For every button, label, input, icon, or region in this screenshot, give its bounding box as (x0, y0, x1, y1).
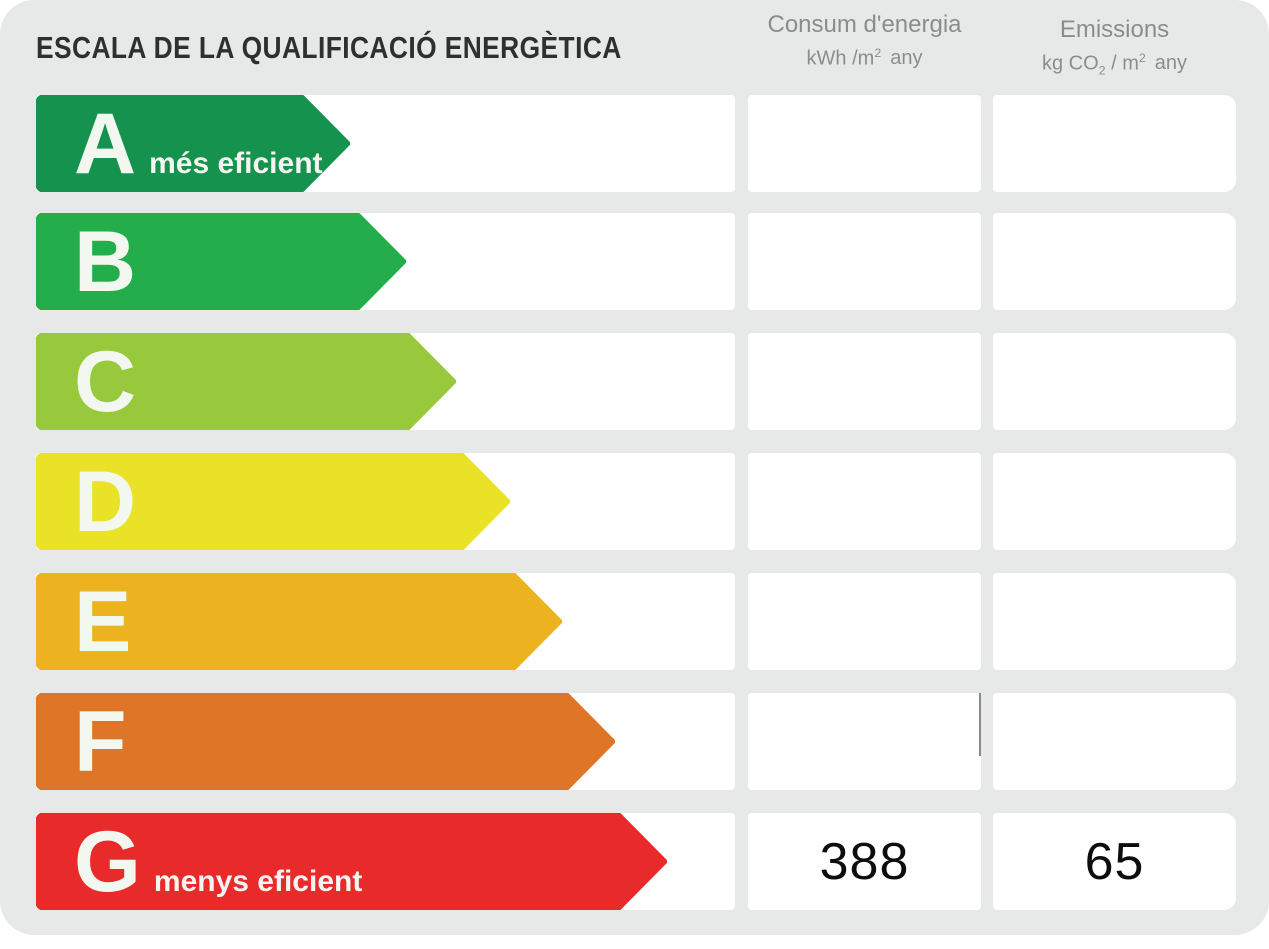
rating-row: D (0, 453, 1269, 550)
rating-letter: G (74, 813, 141, 910)
emissions-header-unit: kg CO2 / m2 any (1041, 50, 1188, 78)
rating-row: F (0, 693, 1269, 790)
efficiency-label: més eficient (149, 146, 323, 180)
emissions-value (993, 213, 1236, 310)
consum-value-cell (748, 693, 981, 790)
consum-value-cell (748, 95, 981, 192)
consum-column-header: Consum d'energia kWh /m2 any (748, 11, 981, 70)
consum-value-cell (748, 453, 981, 550)
bar-track-cell: F (36, 693, 735, 790)
rating-letter: E (74, 573, 132, 670)
emissions-value (993, 693, 1236, 790)
consum-header-unit: kWh /m2 any (806, 45, 923, 70)
rating-row: C (0, 333, 1269, 430)
emissions-value-cell: 65 (993, 813, 1236, 910)
rating-letter: F (74, 693, 127, 790)
emissions-value (993, 453, 1236, 550)
consum-value-cell: 388 (748, 813, 981, 910)
emissions-value-cell (993, 693, 1236, 790)
emissions-column-header: Emissions kg CO2 / m2 any (993, 16, 1236, 77)
consum-header-title: Consum d'energia (767, 11, 962, 38)
cell-border-line (979, 693, 981, 756)
efficiency-label: menys eficient (153, 864, 363, 898)
rating-letter: B (74, 213, 137, 310)
emissions-value-cell (993, 573, 1236, 670)
emissions-value-cell (993, 95, 1236, 192)
bar-track-cell: B (36, 213, 735, 310)
consum-value-cell (748, 333, 981, 430)
bar-track-cell: D (36, 453, 735, 550)
rating-row: B (0, 213, 1269, 310)
rating-arrow-text: D (74, 459, 136, 545)
rating-arrow-text: B (74, 219, 136, 305)
consum-value (748, 213, 981, 310)
emissions-value-cell (993, 333, 1236, 430)
emissions-value-cell (993, 453, 1236, 550)
bar-track-cell: E (36, 573, 735, 670)
emissions-header-title: Emissions (1059, 16, 1170, 43)
consum-value (748, 333, 981, 430)
emissions-value-cell (993, 213, 1236, 310)
rating-letter: C (74, 333, 137, 430)
rating-arrow-text: E (74, 579, 131, 665)
rating-letter: A (74, 95, 137, 192)
emissions-value (993, 95, 1236, 192)
rating-row: E (0, 573, 1269, 670)
consum-value: 388 (819, 832, 910, 891)
rating-arrow-text: F (74, 699, 127, 785)
consum-value (748, 573, 981, 670)
consum-value (748, 693, 981, 790)
bar-track-cell: C (36, 333, 735, 430)
consum-value (748, 453, 981, 550)
page-title: ESCALA DE LA QUALIFICACIÓ ENERGÈTICA (36, 30, 622, 65)
emissions-value (993, 333, 1236, 430)
emissions-value (993, 573, 1236, 670)
consum-value-cell (748, 213, 981, 310)
emissions-value: 65 (1084, 832, 1145, 891)
consum-value-cell (748, 573, 981, 670)
consum-value (748, 95, 981, 192)
rating-arrow-text: C (74, 339, 136, 425)
rating-letter: D (74, 453, 137, 550)
